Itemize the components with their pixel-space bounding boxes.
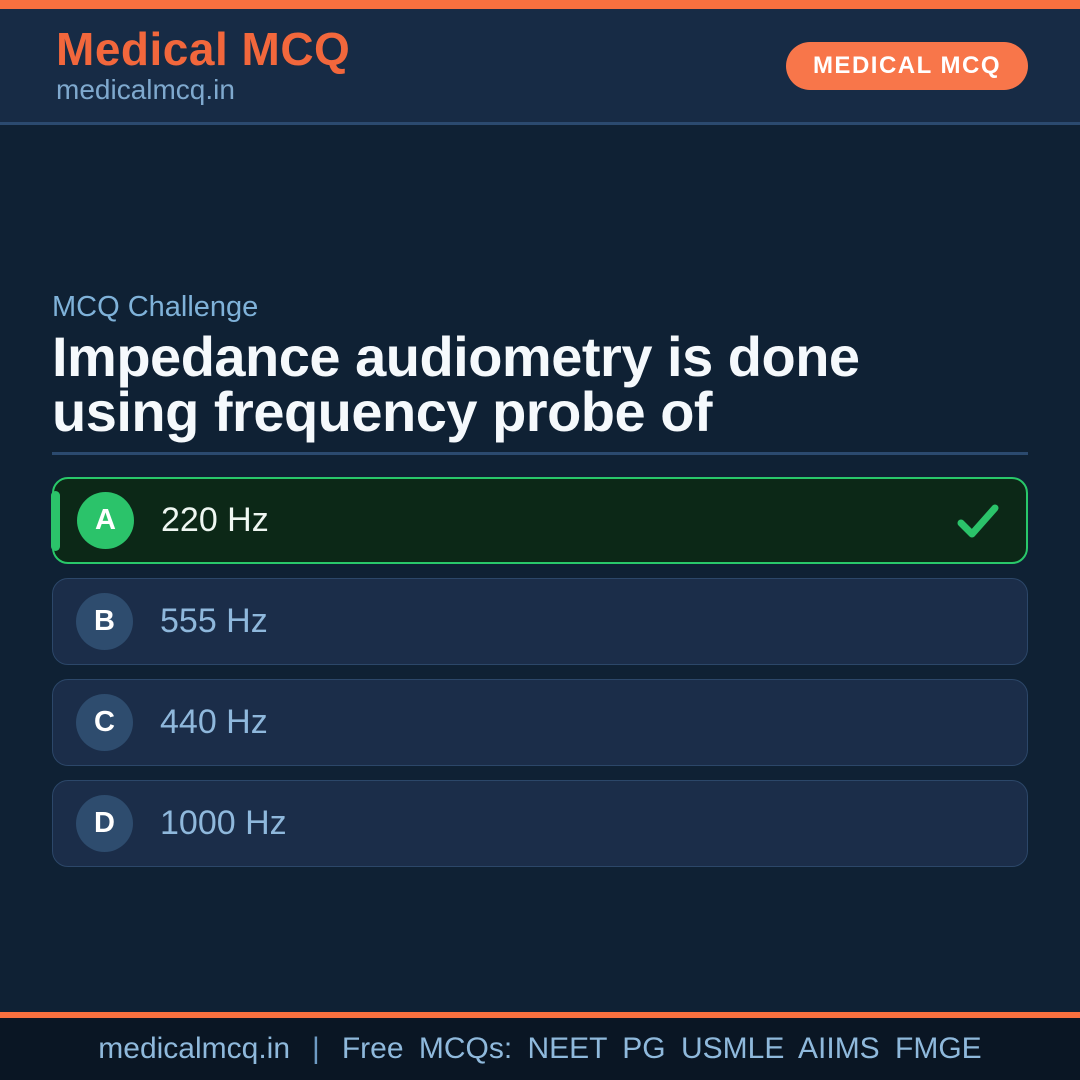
brand-subtitle: medicalmcq.in [56, 74, 235, 106]
question-section: MCQ Challenge Impedance audiometry is do… [0, 125, 1080, 868]
footer-tagline: Free MCQs: NEET PG USMLE AIIMS FMGE [341, 1032, 982, 1065]
check-icon [957, 504, 999, 538]
footer-accent-line [0, 1012, 1080, 1018]
option-c-letter-badge: C [76, 694, 133, 752]
option-c[interactable]: C 440 Hz [52, 679, 1028, 767]
option-c-label: 440 Hz [160, 703, 268, 742]
option-a-label: 220 Hz [161, 501, 269, 540]
footer: medicalmcq.in | Free MCQs: NEET PG USMLE… [0, 1012, 1080, 1080]
option-b[interactable]: B 555 Hz [52, 578, 1028, 666]
options-list: A 220 Hz B 555 Hz C 440 Hz D 1000 Hz [51, 477, 1028, 868]
check-icon-stroke [957, 504, 999, 538]
correct-accent-bar [51, 490, 60, 551]
footer-site: medicalmcq.in [98, 1032, 291, 1065]
question-divider [52, 452, 1028, 456]
option-d-label: 1000 Hz [160, 804, 287, 843]
question-eyebrow: MCQ Challenge [52, 291, 259, 323]
option-d[interactable]: D 1000 Hz [52, 780, 1028, 868]
brand-block: Medical MCQ medicalmcq.in [56, 25, 350, 106]
question-text: Impedance audiometry is done using frequ… [52, 325, 860, 444]
header: Medical MCQ medicalmcq.in MEDICAL MCQ [0, 9, 1080, 122]
option-d-letter-badge: D [76, 795, 133, 853]
option-a[interactable]: A 220 Hz [51, 477, 1028, 565]
option-a-letter-badge: A [77, 492, 134, 550]
option-b-letter-badge: B [76, 593, 133, 651]
header-divider [0, 122, 1080, 125]
option-b-label: 555 Hz [160, 602, 268, 641]
brand-title: Medical MCQ [56, 22, 351, 75]
top-accent-bar [0, 0, 1080, 9]
footer-separator: | [312, 1032, 320, 1065]
brand-badge: MEDICAL MCQ [785, 41, 1028, 90]
footer-text: medicalmcq.in | Free MCQs: NEET PG USMLE… [0, 1018, 1080, 1080]
